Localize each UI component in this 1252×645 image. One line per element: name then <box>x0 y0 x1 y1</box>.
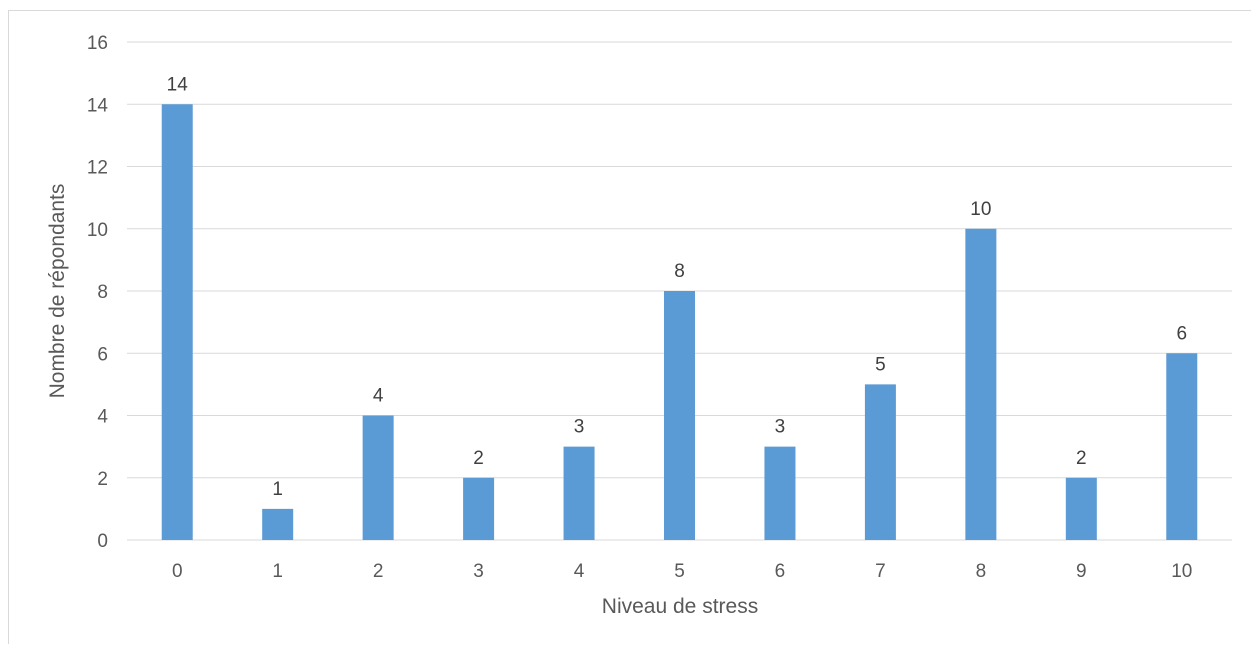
y-tick-label: 10 <box>87 220 108 241</box>
data-label: 3 <box>775 417 786 438</box>
x-tick-label: 1 <box>272 561 283 582</box>
x-axis-title: Niveau de stress <box>602 595 758 618</box>
data-label: 14 <box>167 74 189 95</box>
y-tick-label: 16 <box>87 33 108 54</box>
x-tick-label: 8 <box>976 561 987 582</box>
data-label: 10 <box>970 199 991 220</box>
bar <box>965 229 996 540</box>
bar <box>363 416 394 541</box>
x-tick-label: 2 <box>373 561 384 582</box>
bar <box>764 447 795 540</box>
y-tick-label: 12 <box>87 158 108 179</box>
data-label: 3 <box>574 417 585 438</box>
data-label: 8 <box>674 261 685 282</box>
data-label: 4 <box>373 386 384 407</box>
x-tick-label: 3 <box>473 561 484 582</box>
y-tick-label: 0 <box>97 531 108 552</box>
data-label: 2 <box>473 448 484 469</box>
y-axis-title: Nombre de répondants <box>46 184 69 399</box>
x-tick-label: 0 <box>172 561 183 582</box>
bar <box>262 509 293 540</box>
x-tick-label: 4 <box>574 561 585 582</box>
bar <box>463 478 494 540</box>
bars <box>162 104 1198 540</box>
y-axis-ticks: 0 2 4 6 8 10 12 14 16 <box>87 33 109 552</box>
y-tick-label: 8 <box>97 282 108 303</box>
y-tick-label: 4 <box>97 407 108 428</box>
data-label: 2 <box>1076 448 1087 469</box>
x-tick-label: 10 <box>1171 561 1192 582</box>
x-tick-label: 6 <box>775 561 786 582</box>
data-label: 6 <box>1176 323 1187 344</box>
y-tick-label: 2 <box>97 469 108 490</box>
data-label: 1 <box>272 479 283 500</box>
bar <box>664 291 695 540</box>
bar <box>1066 478 1097 540</box>
data-label: 5 <box>875 354 886 375</box>
bar <box>865 384 896 540</box>
x-axis-ticks: 0 1 2 3 4 5 6 7 8 9 10 <box>172 561 1192 582</box>
x-tick-label: 5 <box>674 561 685 582</box>
y-tick-label: 6 <box>97 344 108 365</box>
bar <box>162 104 193 540</box>
bar <box>564 447 595 540</box>
y-tick-label: 14 <box>87 95 109 116</box>
x-tick-label: 7 <box>875 561 886 582</box>
x-tick-label: 9 <box>1076 561 1087 582</box>
bar <box>1166 353 1197 540</box>
